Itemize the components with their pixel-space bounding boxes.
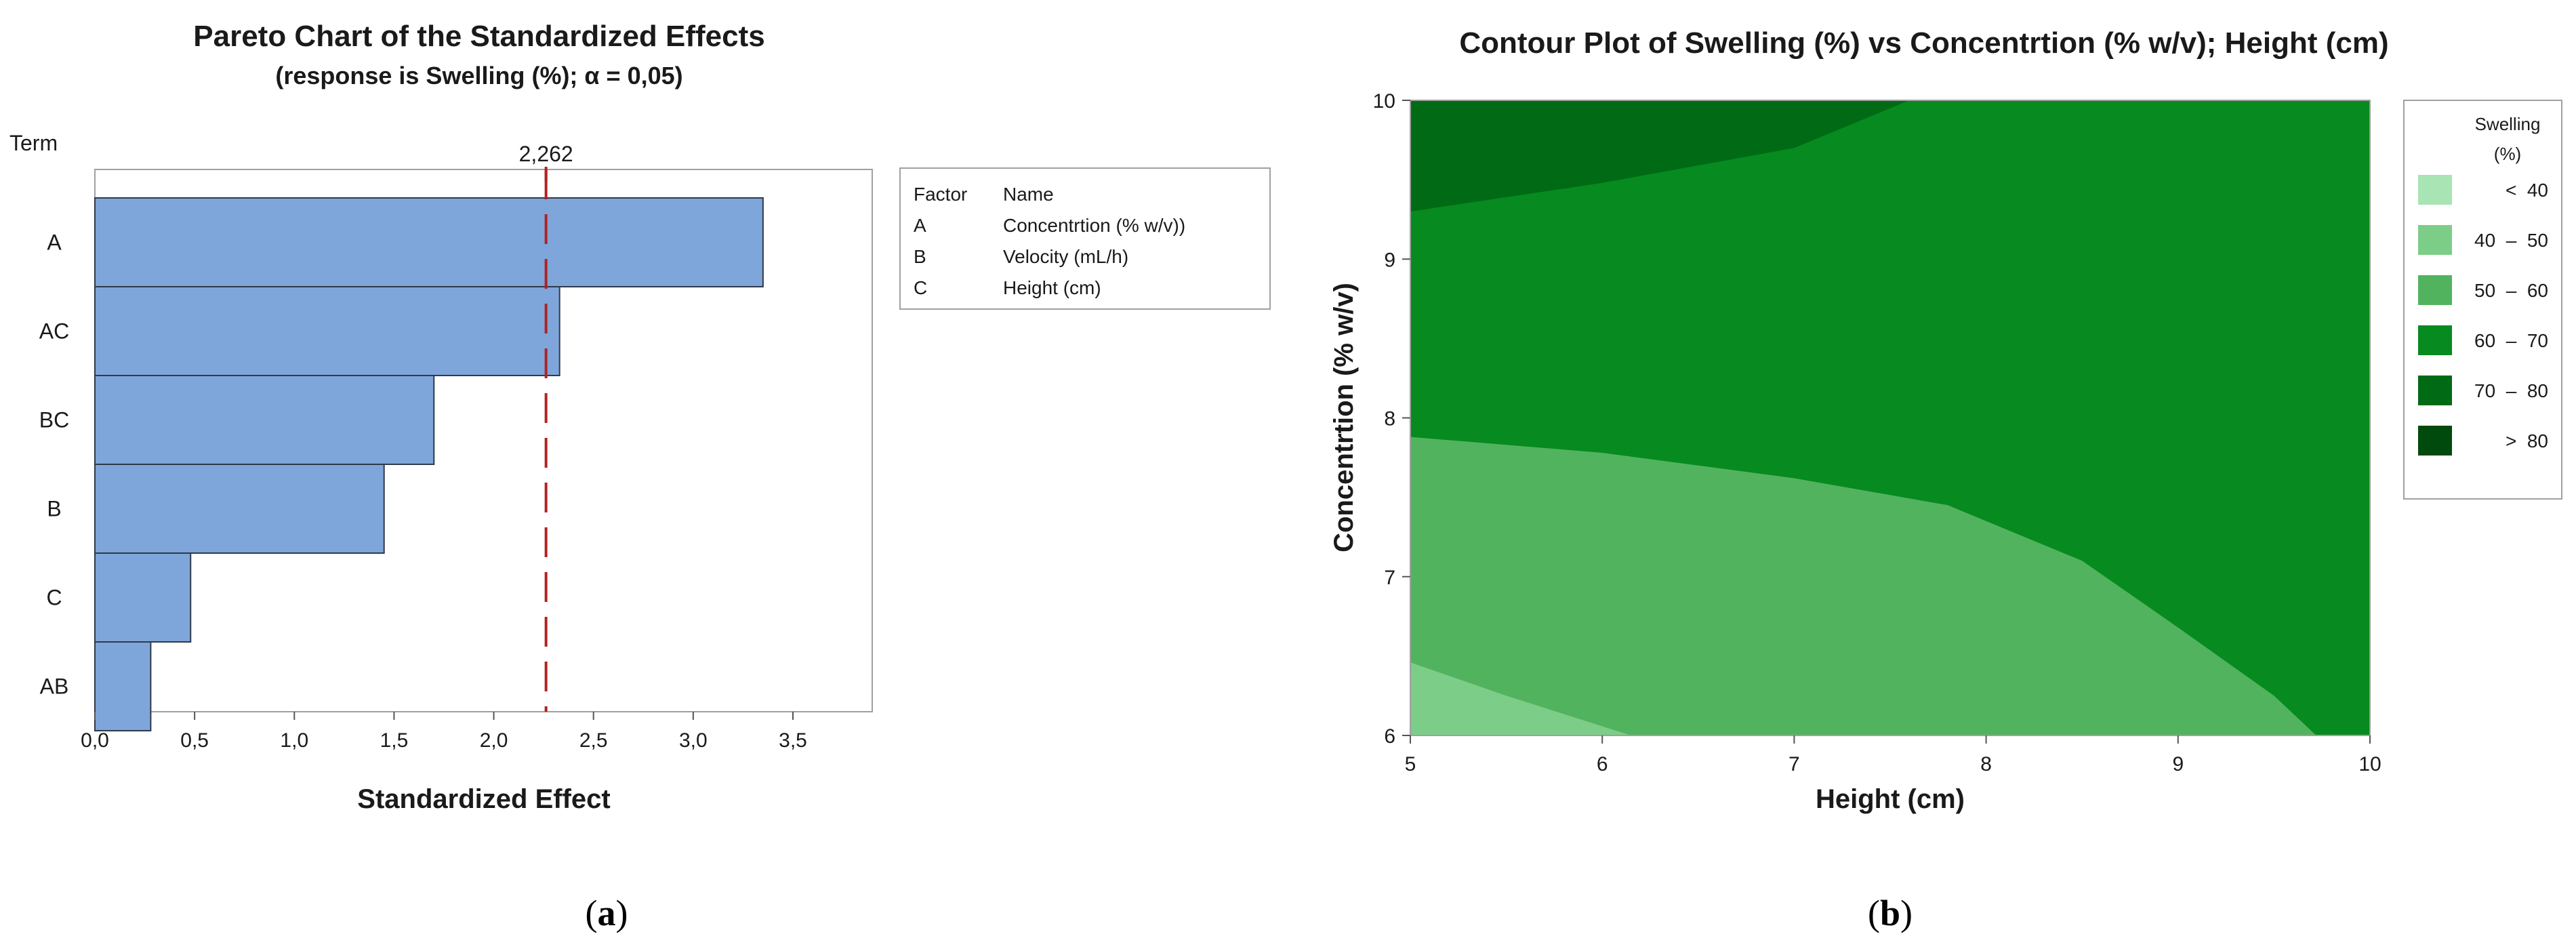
- legend-factor-c: C: [914, 277, 927, 298]
- pareto-bar-a: [94, 197, 764, 287]
- pareto-x-tick-label: 0,5: [180, 729, 209, 752]
- legend-header-name: Name: [1003, 184, 1054, 205]
- pareto-title: Pareto Chart of the Standardized Effects: [193, 20, 764, 53]
- contour-x-tick-label: 5: [1405, 753, 1416, 775]
- contour-legend-swatch: [2418, 175, 2452, 205]
- pareto-x-tick-label: 3,0: [679, 729, 708, 752]
- pareto-category-label-ab: AB: [40, 674, 69, 699]
- contour-legend-items: < 40 40 – 50 50 – 60 60 – 70 70 – 80 > 80: [2418, 175, 2548, 456]
- contour-legend-swatch: [2418, 225, 2452, 255]
- pareto-x-tick-label: 3,5: [779, 729, 807, 752]
- pareto-x-tick-label: 2,5: [579, 729, 608, 752]
- pareto-bar-b: [94, 464, 385, 554]
- contour-region-1: [1410, 100, 1910, 211]
- contour-legend-swatch: [2418, 275, 2452, 305]
- contour-region-2: [1410, 437, 2316, 735]
- caption-a: (a): [586, 893, 628, 933]
- contour-x-tick-label: 9: [2172, 753, 2184, 775]
- pareto-x-tick-label: 0,0: [81, 729, 109, 752]
- pareto-category-label-ac: AC: [39, 319, 69, 344]
- pareto-subtitle: (response is Swelling (%); α = 0,05): [275, 62, 682, 89]
- contour-y-tick-label: 6: [1384, 725, 1395, 748]
- pareto-category-label-b: B: [47, 497, 61, 521]
- pareto-bar-ac: [94, 286, 560, 376]
- contour-legend-unit: (%): [2494, 144, 2521, 164]
- caption-a-letter: a: [598, 893, 616, 933]
- caption-b: (b): [1868, 893, 1913, 933]
- contour-legend-label: 60 – 70: [2474, 330, 2548, 351]
- contour-y-tick-label: 9: [1384, 249, 1395, 271]
- contour-legend: Swelling (%) < 40 40 – 50 50 – 60 60 – 70 70…: [2403, 100, 2562, 500]
- pareto-category-label-a: A: [47, 230, 62, 255]
- contour-legend-label: 50 – 60: [2474, 280, 2548, 301]
- contour-chart: Contour Plot of Swelling (%) vs Concentr…: [1329, 26, 2562, 933]
- pareto-x-ticks: 0,0 0,5 1,0 1,5 2,0 2,5 3,0 3,5: [81, 712, 807, 752]
- pareto-x-tick-label: 1,5: [380, 729, 409, 752]
- pareto-bar-bc: [94, 375, 435, 465]
- pareto-x-axis-title: Standardized Effect: [357, 784, 610, 814]
- legend-name-b: Velocity (mL/h): [1003, 246, 1128, 267]
- pareto-legend-box: [899, 167, 1271, 310]
- pareto-bars: [94, 167, 764, 731]
- contour-x-tick-label: 10: [2358, 753, 2381, 775]
- legend-header-factor: Factor: [914, 184, 967, 205]
- contour-regions: [1410, 100, 2370, 735]
- contour-legend-swatch: [2418, 426, 2452, 456]
- pareto-category-label-c: C: [46, 586, 62, 610]
- contour-y-axis-title: Concentrtion (% w/v): [1329, 283, 1359, 552]
- caption-a-open: (: [586, 893, 598, 933]
- pareto-legend-table: Factor Name A Concentrtion (% w/v)) B Ve…: [899, 167, 1271, 310]
- contour-legend-title: Swelling: [2475, 114, 2541, 134]
- legend-factor-a: A: [914, 215, 926, 236]
- pareto-bar-ab: [94, 641, 152, 731]
- contour-title: Contour Plot of Swelling (%) vs Concentr…: [1459, 26, 2388, 60]
- legend-factor-b: B: [914, 246, 926, 267]
- contour-legend-label: < 40: [2506, 180, 2548, 201]
- contour-legend-swatch: [2418, 376, 2452, 405]
- contour-y-tick-label: 7: [1384, 567, 1395, 589]
- contour-legend-swatch: [2418, 325, 2452, 355]
- contour-legend-label: 70 – 80: [2474, 380, 2548, 401]
- contour-y-ticks: 6 7 8 9 10: [1373, 90, 1410, 748]
- pareto-reference-label: 2,262: [519, 142, 573, 166]
- caption-b-close: ): [1900, 893, 1913, 933]
- contour-region-3: [1410, 662, 1631, 735]
- pareto-chart: Pareto Chart of the Standardized Effects…: [9, 20, 1271, 933]
- pareto-x-tick-label: 1,0: [280, 729, 308, 752]
- legend-name-c: Height (cm): [1003, 277, 1101, 298]
- contour-x-tick-label: 6: [1597, 753, 1608, 775]
- pareto-x-tick-label: 2,0: [480, 729, 508, 752]
- legend-name-a: Concentrtion (% w/v)): [1003, 215, 1185, 236]
- contour-y-tick-label: 8: [1384, 408, 1395, 430]
- caption-b-open: (: [1868, 893, 1880, 933]
- caption-a-close: ): [616, 893, 628, 933]
- pareto-category-label-bc: BC: [39, 408, 69, 432]
- contour-legend-label: > 80: [2506, 430, 2548, 451]
- contour-x-tick-label: 7: [1788, 753, 1800, 775]
- contour-y-tick-label: 10: [1373, 90, 1395, 113]
- contour-x-ticks: 5 6 7 8 9 10: [1405, 735, 2381, 775]
- pareto-y-axis-title: Term: [9, 131, 58, 155]
- caption-b-letter: b: [1880, 893, 1900, 933]
- contour-x-axis-title: Height (cm): [1816, 784, 1965, 814]
- contour-x-tick-label: 8: [1980, 753, 1992, 775]
- contour-legend-label: 40 – 50: [2474, 230, 2548, 251]
- pareto-bar-c: [94, 552, 192, 643]
